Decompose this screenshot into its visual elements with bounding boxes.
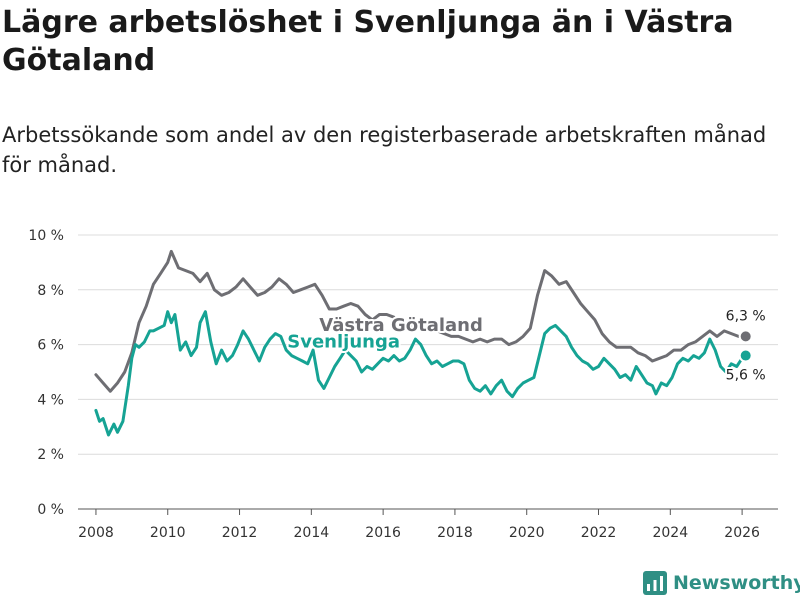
- x-tick-label: 2024: [652, 525, 688, 541]
- series-end-point: [738, 348, 753, 363]
- y-tick-label: 2 %: [37, 447, 64, 463]
- brand-logo[interactable]: Newsworthy: [643, 568, 800, 598]
- x-tick-label: 2014: [294, 525, 330, 541]
- series-end-value-label: 5,6 %: [726, 368, 766, 384]
- x-tick-label: 2010: [150, 525, 186, 541]
- y-tick-label: 10 %: [28, 228, 64, 244]
- x-tick-label: 2008: [78, 525, 114, 541]
- x-tick-label: 2018: [437, 525, 473, 541]
- axes: 0 % 2 % 4 % 6 % 8 % 10 % 2008 2010 2012 2014 2016 2…: [28, 228, 760, 541]
- y-tick-label: 6 %: [37, 338, 64, 354]
- series-name-label: Västra Götaland: [319, 315, 483, 336]
- series-name-label: Svenljunga: [287, 331, 400, 352]
- y-tick-label: 8 %: [37, 283, 64, 299]
- series: [94, 249, 748, 437]
- x-tick-label: 2016: [365, 525, 401, 541]
- x-tick-label: 2012: [222, 525, 258, 541]
- series-line: [94, 310, 748, 437]
- chart-title: Lägre arbetslöshet i Svenljunga än i Väs…: [2, 5, 734, 78]
- x-tick-label: 2026: [724, 525, 760, 541]
- y-tick-label: 4 %: [37, 392, 64, 408]
- series-line: [94, 249, 748, 393]
- chart-subtitle: Arbetssökande som andel av den registerb…: [2, 123, 767, 177]
- brand-name: Newsworthy: [673, 572, 800, 594]
- grid: [78, 234, 778, 510]
- x-tick-label: 2020: [509, 525, 545, 541]
- series-end-point: [738, 329, 753, 344]
- x-tick-label: 2022: [581, 525, 617, 541]
- y-tick-label: 0 %: [37, 502, 64, 518]
- newsworthy-logo-icon: [643, 571, 667, 595]
- series-end-value-label: 6,3 %: [726, 308, 766, 324]
